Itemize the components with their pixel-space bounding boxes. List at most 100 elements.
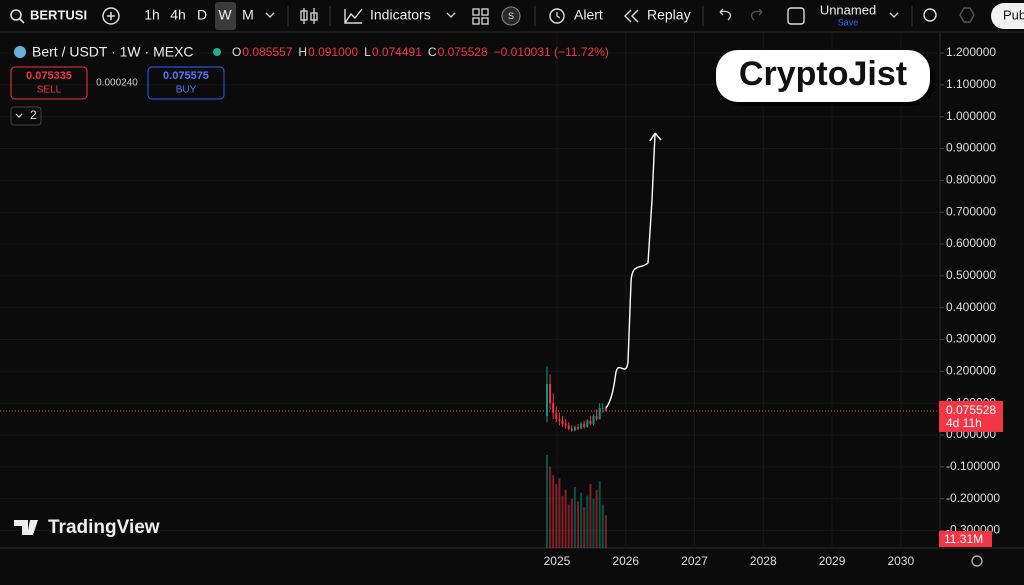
collapse-arrow — [15, 113, 23, 118]
ohlc-key: L — [364, 45, 371, 59]
indicators-button[interactable]: Indicators — [370, 7, 431, 23]
ohlc-key: O — [232, 45, 241, 59]
buy-button[interactable] — [147, 66, 225, 100]
quick-search[interactable] — [923, 8, 937, 22]
layout-checkbox[interactable] — [787, 7, 805, 25]
drawn-arrow — [605, 132, 662, 409]
layout-dropdown[interactable] — [889, 12, 899, 18]
x-tick-label: 2026 — [612, 554, 639, 568]
candle-body — [549, 384, 552, 404]
toolbar: BERTUSI 1h 4h D W M Indicators S Alert Repla… — [0, 2, 1024, 33]
watermark: CryptoJist — [739, 55, 907, 93]
volume-bar — [580, 492, 583, 548]
last-price-label: 0.075528 — [946, 403, 996, 417]
volume-bar — [577, 501, 579, 548]
strategy-icon[interactable] — [501, 6, 521, 26]
add-icon — [107, 12, 115, 20]
volume-bar — [592, 498, 595, 548]
collapse-button[interactable] — [10, 106, 42, 126]
symbol-logo — [14, 46, 26, 58]
sell-button[interactable] — [10, 66, 88, 100]
volume-bar — [598, 481, 601, 548]
brand-logo — [14, 520, 38, 535]
interval[interactable]: W — [218, 7, 232, 23]
symbol[interactable]: BERTUSI — [30, 7, 87, 22]
redo[interactable] — [750, 8, 763, 21]
candle-body — [558, 419, 561, 421]
volume-bar — [570, 498, 573, 548]
volume — [546, 455, 607, 548]
axis-settings[interactable] — [971, 555, 983, 567]
undo[interactable] — [719, 8, 732, 21]
y-tick-label: 1.200000 — [946, 45, 996, 59]
chart-type-icon-body — [300, 10, 308, 21]
interval-dropdown[interactable] — [265, 12, 275, 18]
countdown: 4d 11h — [946, 416, 982, 430]
replay-button[interactable]: Replay — [647, 7, 691, 23]
add-symbol[interactable] — [102, 7, 120, 25]
alert-icon — [549, 8, 565, 24]
interval[interactable]: M — [242, 7, 254, 23]
candle-body — [592, 415, 595, 424]
x-tick-label: 2028 — [750, 554, 777, 568]
candle-body — [595, 415, 598, 420]
indicators-dropdown[interactable] — [446, 12, 456, 18]
legend-title: Bert / USDT · 1W · MEXC — [32, 44, 194, 60]
price-axis: 1.200000 1.100000 1.000000 0.900000 0.800000… — [940, 45, 1000, 537]
candle-body — [567, 425, 570, 429]
volume-bar — [564, 489, 567, 548]
volume-bar — [549, 466, 552, 548]
indicators-icon — [344, 8, 363, 24]
candle-body — [604, 407, 607, 411]
alert-icon-hands — [556, 12, 561, 19]
chart-type-icon-body — [310, 12, 318, 21]
y-tick-label: 0.900000 — [946, 141, 996, 155]
volume-bar — [555, 484, 558, 548]
layout-name[interactable]: Unnamed — [820, 2, 876, 17]
interval[interactable]: 1h — [144, 7, 160, 23]
candle-body — [573, 427, 576, 431]
spread: 0.000240 — [96, 78, 138, 89]
candle-body — [580, 423, 583, 429]
candles — [546, 366, 607, 432]
ohlc-value: 0.091000 — [308, 45, 358, 59]
alert-button[interactable]: Alert — [574, 7, 603, 23]
y-tick-label: 1.100000 — [946, 77, 996, 91]
ohlc-value: 0.075528 — [438, 45, 488, 59]
search-icon[interactable] — [10, 9, 22, 21]
candle-body — [546, 384, 548, 416]
volume-bar — [583, 507, 586, 548]
candle-body — [601, 407, 604, 409]
ohlc-value: 0.085557 — [242, 45, 292, 59]
volume-label: 11.31M — [944, 532, 983, 546]
interval[interactable]: D — [197, 7, 207, 23]
x-tick-label: 2025 — [544, 554, 571, 568]
collapse-count: 2 — [30, 108, 37, 122]
y-tick-label: 0.500000 — [946, 268, 996, 282]
buy-label: BUY — [176, 85, 197, 96]
y-tick-label: 0.400000 — [946, 300, 996, 314]
legend: Bert / USDT · 1W · MEXC O 0.085557 H 0.0910… — [10, 44, 609, 126]
interval-active — [215, 2, 236, 30]
y-tick-label: -0.200000 — [946, 491, 1000, 505]
interval[interactable]: 4h — [170, 7, 186, 23]
y-tick-label: 0.700000 — [946, 204, 996, 218]
publish-label: Pub — [1003, 7, 1024, 22]
volume-bar — [586, 495, 589, 548]
sell-label: SELL — [37, 85, 62, 96]
candle-body — [561, 420, 564, 424]
last-price-box — [939, 400, 1003, 432]
volume-label-box — [939, 531, 992, 547]
sell-price: 0.075335 — [26, 70, 72, 82]
save-label[interactable]: Save — [838, 17, 859, 27]
settings-hex[interactable] — [959, 7, 975, 23]
templates-icon[interactable] — [472, 8, 489, 25]
x-tick-label: 2027 — [681, 554, 708, 568]
ohlc-value: 0.074491 — [372, 45, 422, 59]
y-tick-label: 0.300000 — [946, 332, 996, 346]
publish-button[interactable] — [991, 3, 1024, 29]
volume-bar — [567, 504, 570, 548]
volume-bar — [595, 489, 598, 548]
volume-bar — [561, 495, 564, 548]
time-axis: 2025 2026 2027 2028 2029 2030 — [544, 554, 915, 568]
